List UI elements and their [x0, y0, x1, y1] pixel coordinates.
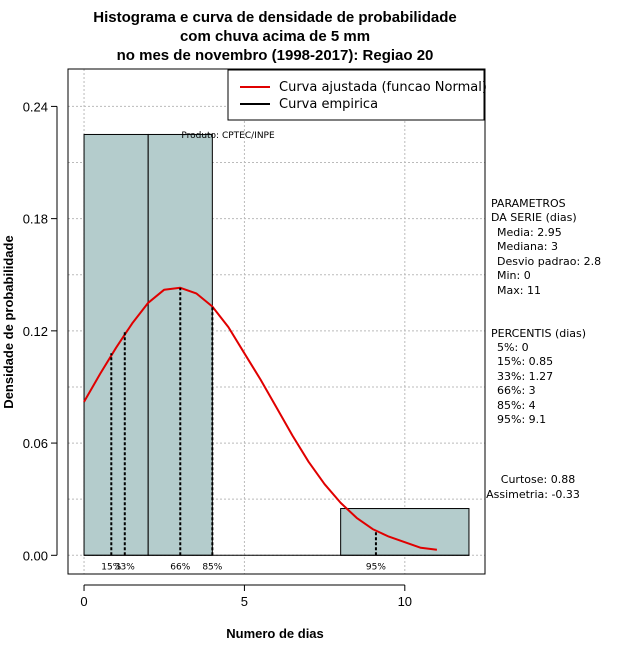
title-line-3: no mes de novembro (1998-2017): Regiao 2…	[117, 47, 434, 64]
pct-line-4: 66%: 3	[497, 384, 536, 397]
shape-statistics-panel: Curtose: 0.88 Assimetria: -0.33	[486, 473, 580, 501]
x-tick-label: 0	[80, 594, 87, 609]
title-line-2: com chuva acima de 5 mm	[180, 28, 370, 45]
series-parameters-panel: PARAMETROS DA SERIE (dias) Media: 2.95 M…	[491, 197, 601, 297]
y-tick-label: 0.06	[23, 436, 48, 451]
param-line-4: Desvio padrao: 2.8	[497, 255, 601, 268]
percentile-markers: 15%33% 66% 85% 95%	[101, 287, 386, 572]
percentile-marker-label-4: 95%	[366, 562, 386, 572]
product-annotation: Produto: CPTEC/INPE	[181, 131, 275, 141]
chart-title: Histograma e curva de densidade de proba…	[93, 9, 456, 64]
y-axis: 0.00 0.06 0.12 0.18 0.24	[23, 99, 58, 563]
x-tick-label: 10	[398, 594, 412, 609]
param-line-2: Media: 2.95	[497, 226, 562, 239]
fitted-normal-curve	[83, 286, 438, 551]
param-line-5: Min: 0	[497, 269, 531, 282]
legend-box	[227, 69, 485, 121]
fitted-curve-line	[83, 286, 438, 551]
pct-line-1: 5%: 0	[497, 341, 529, 354]
plot-frame	[67, 68, 486, 575]
percentile-marker-label-3: 85%	[202, 562, 222, 572]
pct-line-6: 95%: 9.1	[497, 413, 546, 426]
x-axis-title: Numero de dias	[226, 626, 324, 641]
percentile-marker-label-2: 66%	[170, 562, 190, 572]
percentile-marker-label-1: 33%	[115, 562, 135, 572]
x-tick-label: 5	[241, 594, 248, 609]
percentiles-panel: PERCENTIS (dias) 5%: 0 15%: 0.85 33%: 1.…	[491, 327, 586, 426]
y-tick-label: 0.12	[23, 324, 48, 339]
pct-line-0: PERCENTIS (dias)	[491, 327, 586, 340]
skewness-value: Assimetria: -0.33	[486, 488, 580, 501]
legend-label-empirical: Curva empirica	[279, 97, 378, 112]
y-tick-label: 0.00	[23, 548, 48, 563]
y-axis-title: Densidade de probabilidade	[1, 235, 16, 408]
histogram-bar-0	[83, 133, 149, 556]
param-line-3: Mediana: 3	[497, 240, 558, 253]
y-tick-label: 0.18	[23, 212, 48, 227]
param-line-0: PARAMETROS	[491, 197, 566, 210]
histogram-bars	[83, 133, 470, 556]
pct-line-3: 33%: 1.27	[497, 370, 553, 383]
param-line-6: Max: 11	[497, 284, 541, 297]
param-line-1: DA SERIE (dias)	[491, 211, 577, 224]
legend-label-fitted: Curva ajustada (funcao Normal)	[279, 80, 487, 95]
percentile-marker-label-0: 15%	[101, 562, 121, 572]
x-axis: 0 5 10	[80, 584, 412, 609]
histogram-bar-4	[340, 508, 470, 556]
pct-line-5: 85%: 4	[497, 399, 536, 412]
title-line-1: Histograma e curva de densidade de proba…	[93, 9, 456, 26]
pct-line-2: 15%: 0.85	[497, 355, 553, 368]
legend: Curva ajustada (funcao Normal) Curva emp…	[227, 69, 487, 121]
y-tick-label: 0.24	[23, 99, 48, 114]
kurtosis-value: Curtose: 0.88	[501, 473, 575, 486]
